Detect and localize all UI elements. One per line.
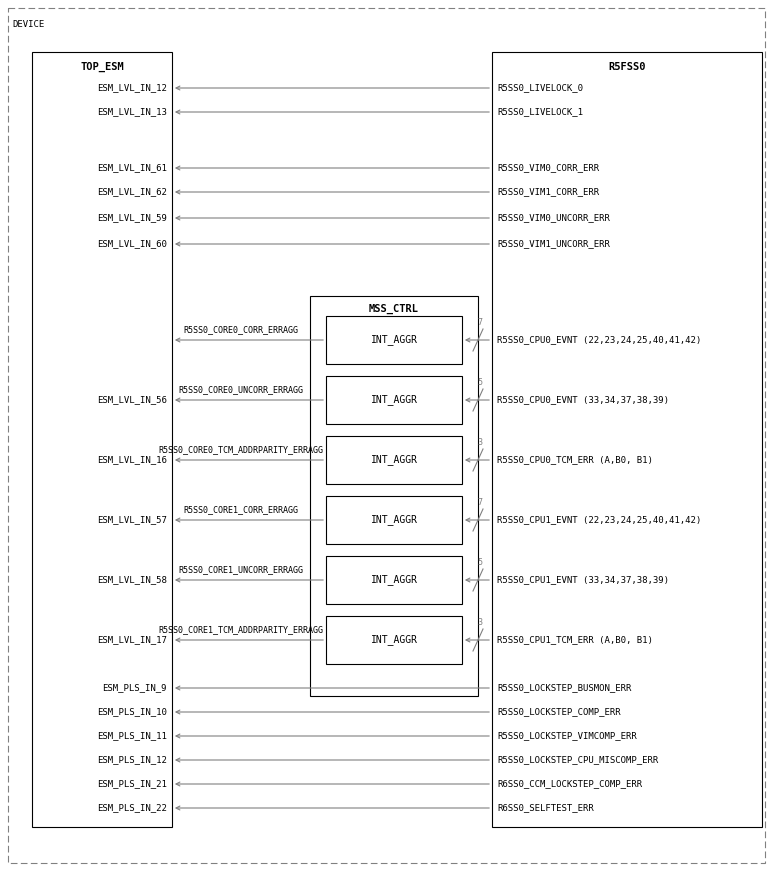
Bar [326,316,462,364]
Text: R5SS0_CPU1_EVNT (33,34,37,38,39): R5SS0_CPU1_EVNT (33,34,37,38,39) [497,575,669,585]
Text: INT_AGGR: INT_AGGR [371,394,418,406]
Text: R5SS0_VIM0_CORR_ERR: R5SS0_VIM0_CORR_ERR [497,163,599,172]
Text: INT_AGGR: INT_AGGR [371,454,418,466]
Text: R5SS0_VIM1_UNCORR_ERR: R5SS0_VIM1_UNCORR_ERR [497,239,610,248]
Text: ESM_LVL_IN_17: ESM_LVL_IN_17 [97,635,167,644]
Bar [326,556,462,604]
Text: ESM_PLS_IN_9: ESM_PLS_IN_9 [103,683,167,692]
Text: DEVICE: DEVICE [12,20,44,29]
Text: ESM_PLS_IN_22: ESM_PLS_IN_22 [97,803,167,813]
Text: R5SS0_CPU0_EVNT (22,23,24,25,40,41,42): R5SS0_CPU0_EVNT (22,23,24,25,40,41,42) [497,336,701,344]
Bar [492,52,762,827]
Bar [32,52,172,827]
Text: INT_AGGR: INT_AGGR [371,335,418,345]
Text: 5: 5 [478,558,482,567]
Text: ESM_LVL_IN_60: ESM_LVL_IN_60 [97,239,167,248]
Text: ESM_PLS_IN_12: ESM_PLS_IN_12 [97,755,167,765]
Text: R5FSS0: R5FSS0 [608,62,646,72]
Text: 7: 7 [478,318,482,327]
Text: ESM_PLS_IN_11: ESM_PLS_IN_11 [97,732,167,740]
Text: R5SS0_CORE1_TCM_ADDRPARITY_ERRAGG: R5SS0_CORE1_TCM_ADDRPARITY_ERRAGG [158,625,323,634]
Text: ESM_LVL_IN_12: ESM_LVL_IN_12 [97,84,167,93]
Text: R5SS0_CPU0_TCM_ERR (A,B0, B1): R5SS0_CPU0_TCM_ERR (A,B0, B1) [497,455,653,464]
Text: ESM_LVL_IN_62: ESM_LVL_IN_62 [97,188,167,197]
Text: INT_AGGR: INT_AGGR [371,635,418,646]
Text: R5SS0_CPU1_EVNT (22,23,24,25,40,41,42): R5SS0_CPU1_EVNT (22,23,24,25,40,41,42) [497,516,701,524]
Text: ESM_LVL_IN_59: ESM_LVL_IN_59 [97,213,167,223]
Text: ESM_LVL_IN_56: ESM_LVL_IN_56 [97,396,167,405]
Text: ESM_PLS_IN_21: ESM_PLS_IN_21 [97,780,167,788]
Text: 3: 3 [478,618,482,627]
Text: ESM_PLS_IN_10: ESM_PLS_IN_10 [97,707,167,717]
Text: R5SS0_LOCKSTEP_BUSMON_ERR: R5SS0_LOCKSTEP_BUSMON_ERR [497,683,631,692]
Text: 7: 7 [478,498,482,507]
Text: R5SS0_CPU0_EVNT (33,34,37,38,39): R5SS0_CPU0_EVNT (33,34,37,38,39) [497,396,669,405]
Text: INT_AGGR: INT_AGGR [371,574,418,586]
Bar [310,296,478,696]
Text: ESM_LVL_IN_61: ESM_LVL_IN_61 [97,163,167,172]
Text: R5SS0_VIM1_CORR_ERR: R5SS0_VIM1_CORR_ERR [497,188,599,197]
Text: 3: 3 [478,438,482,447]
Text: R5SS0_CORE0_TCM_ADDRPARITY_ERRAGG: R5SS0_CORE0_TCM_ADDRPARITY_ERRAGG [158,445,323,454]
Text: R5SS0_LIVELOCK_0: R5SS0_LIVELOCK_0 [497,84,583,93]
Text: R5SS0_LOCKSTEP_VIMCOMP_ERR: R5SS0_LOCKSTEP_VIMCOMP_ERR [497,732,636,740]
Text: R5SS0_LOCKSTEP_CPU_MISCOMP_ERR: R5SS0_LOCKSTEP_CPU_MISCOMP_ERR [497,755,658,765]
Text: R5SS0_CORE0_UNCORR_ERRAGG: R5SS0_CORE0_UNCORR_ERRAGG [178,385,304,394]
Text: R5SS0_CORE0_CORR_ERRAGG: R5SS0_CORE0_CORR_ERRAGG [184,325,298,334]
Text: MSS_CTRL: MSS_CTRL [369,304,419,315]
Text: R6SS0_CCM_LOCKSTEP_COMP_ERR: R6SS0_CCM_LOCKSTEP_COMP_ERR [497,780,642,788]
Text: ESM_LVL_IN_16: ESM_LVL_IN_16 [97,455,167,464]
Bar [326,376,462,424]
Text: R6SS0_SELFTEST_ERR: R6SS0_SELFTEST_ERR [497,803,594,813]
Text: R5SS0_LOCKSTEP_COMP_ERR: R5SS0_LOCKSTEP_COMP_ERR [497,707,621,717]
Text: R5SS0_LIVELOCK_1: R5SS0_LIVELOCK_1 [497,108,583,116]
Text: ESM_LVL_IN_58: ESM_LVL_IN_58 [97,575,167,585]
Text: ESM_LVL_IN_57: ESM_LVL_IN_57 [97,516,167,524]
Text: TOP_ESM: TOP_ESM [80,62,124,73]
Bar [326,496,462,544]
Text: R5SS0_CPU1_TCM_ERR (A,B0, B1): R5SS0_CPU1_TCM_ERR (A,B0, B1) [497,635,653,644]
Text: 5: 5 [478,378,482,387]
Bar [326,616,462,664]
Text: INT_AGGR: INT_AGGR [371,515,418,525]
Text: R5SS0_CORE1_UNCORR_ERRAGG: R5SS0_CORE1_UNCORR_ERRAGG [178,565,304,574]
Bar [326,436,462,484]
Text: R5SS0_CORE1_CORR_ERRAGG: R5SS0_CORE1_CORR_ERRAGG [184,505,298,514]
Text: ESM_LVL_IN_13: ESM_LVL_IN_13 [97,108,167,116]
Text: R5SS0_VIM0_UNCORR_ERR: R5SS0_VIM0_UNCORR_ERR [497,213,610,223]
